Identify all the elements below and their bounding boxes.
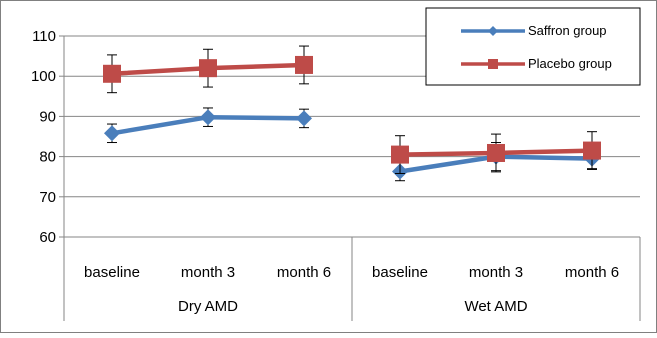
y-tick-label: 100: [31, 68, 56, 85]
x-tick-label: baseline: [372, 264, 428, 281]
legend-marker-diamond: [488, 26, 498, 36]
legend-item-placebo: Placebo group: [461, 56, 612, 71]
y-tick-label: 70: [39, 189, 56, 206]
y-tick-label: 110: [32, 28, 56, 45]
data-point-diamond: [104, 125, 120, 142]
x-tick-label: month 6: [565, 264, 619, 281]
x-tick-label: month 6: [277, 264, 331, 281]
legend-item-saffron: Saffron group: [461, 23, 607, 38]
legend: Saffron group Placebo group: [425, 7, 641, 86]
data-point-square: [295, 55, 313, 74]
y-tick-label: 90: [39, 108, 56, 125]
data-point-diamond: [200, 109, 216, 126]
x-group-label: Wet AMD: [464, 298, 527, 315]
series-layer: [103, 45, 601, 182]
legend-label-placebo: Placebo group: [528, 56, 612, 71]
x-tick-label: month 3: [469, 264, 523, 281]
x-tick-label: baseline: [84, 264, 140, 281]
legend-marker-square: [488, 59, 498, 69]
data-point-square: [487, 143, 505, 162]
legend-box: [425, 7, 641, 86]
x-group-label: Dry AMD: [178, 298, 238, 315]
legend-label-saffron: Saffron group: [528, 23, 607, 38]
y-tick-label: 60: [39, 229, 56, 246]
y-tick-label: 80: [39, 149, 56, 166]
data-point-square: [583, 141, 601, 160]
x-tick-label: month 3: [181, 264, 235, 281]
data-point-square: [103, 64, 121, 83]
axis-layer: 60 70 80 90 100 110 baseline month 3 month 6 Dry …: [31, 28, 641, 321]
data-point-diamond: [296, 110, 312, 127]
data-point-square: [199, 59, 217, 78]
data-point-square: [391, 145, 409, 164]
